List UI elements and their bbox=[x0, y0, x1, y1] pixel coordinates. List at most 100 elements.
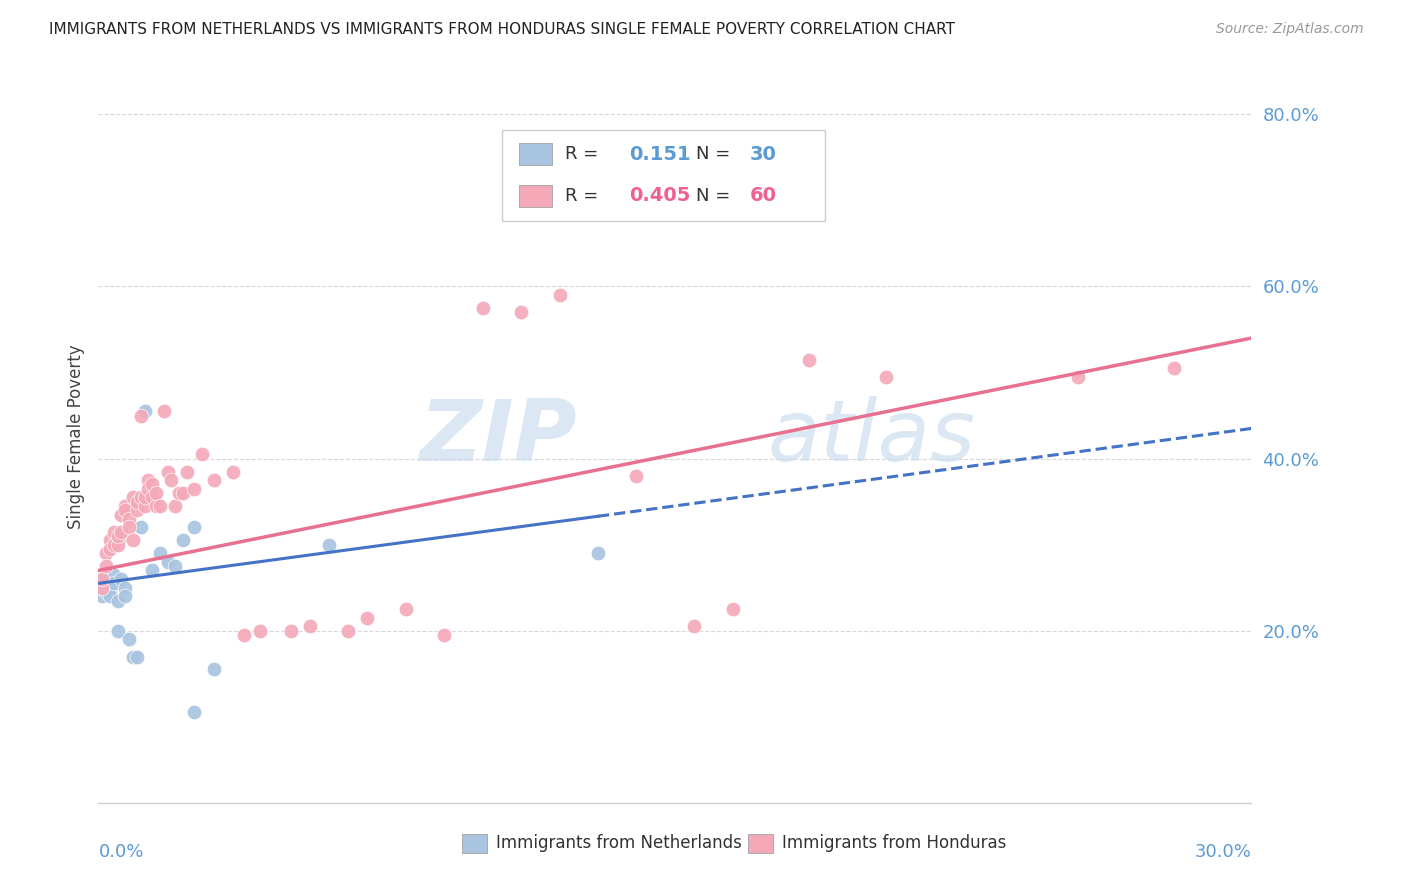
Point bbox=[202, 662, 225, 676]
Point bbox=[156, 465, 179, 479]
Text: Immigrants from Netherlands: Immigrants from Netherlands bbox=[496, 834, 742, 852]
Point bbox=[98, 541, 121, 556]
Text: IMMIGRANTS FROM NETHERLANDS VS IMMIGRANTS FROM HONDURAS SINGLE FEMALE POVERTY CO: IMMIGRANTS FROM NETHERLANDS VS IMMIGRANT… bbox=[49, 22, 955, 37]
Y-axis label: Single Female Poverty: Single Female Poverty bbox=[66, 345, 84, 529]
Point bbox=[548, 288, 571, 302]
Point bbox=[114, 503, 136, 517]
Text: 60: 60 bbox=[749, 186, 778, 205]
Point bbox=[172, 486, 194, 500]
Point bbox=[138, 473, 160, 487]
Point bbox=[129, 409, 152, 423]
Point bbox=[172, 533, 194, 548]
Point bbox=[103, 576, 125, 591]
Point bbox=[799, 352, 821, 367]
Bar bbox=[519, 185, 551, 207]
Point bbox=[1067, 369, 1090, 384]
Point bbox=[122, 649, 145, 664]
Text: N =: N = bbox=[696, 186, 730, 204]
Point bbox=[202, 473, 225, 487]
Point bbox=[298, 619, 321, 633]
Point bbox=[114, 581, 136, 595]
Point bbox=[98, 533, 121, 548]
Point bbox=[222, 465, 245, 479]
Point bbox=[134, 404, 156, 418]
Point bbox=[145, 486, 167, 500]
Point bbox=[249, 624, 271, 638]
Point bbox=[110, 572, 132, 586]
Point bbox=[134, 499, 156, 513]
Point bbox=[94, 559, 117, 574]
Point bbox=[110, 529, 132, 543]
Point bbox=[141, 491, 163, 505]
Text: 30: 30 bbox=[749, 145, 776, 163]
Point bbox=[129, 491, 152, 505]
Point bbox=[103, 567, 125, 582]
Bar bbox=[748, 834, 773, 853]
Point bbox=[165, 499, 187, 513]
Point bbox=[110, 508, 132, 522]
Point bbox=[122, 533, 145, 548]
Point bbox=[141, 564, 163, 578]
Point bbox=[114, 589, 136, 603]
Text: 30.0%: 30.0% bbox=[1195, 843, 1251, 861]
Point bbox=[149, 546, 172, 560]
Point bbox=[107, 529, 129, 543]
Point bbox=[165, 559, 187, 574]
Point bbox=[94, 546, 117, 560]
Point bbox=[91, 581, 114, 595]
Point bbox=[125, 494, 148, 508]
Point bbox=[103, 538, 125, 552]
Point bbox=[125, 649, 148, 664]
FancyBboxPatch shape bbox=[502, 130, 825, 221]
Text: ZIP: ZIP bbox=[419, 395, 576, 479]
Point bbox=[183, 482, 205, 496]
Point bbox=[875, 369, 897, 384]
Point bbox=[156, 555, 179, 569]
Bar bbox=[461, 834, 486, 853]
Point bbox=[110, 524, 132, 539]
Text: N =: N = bbox=[696, 145, 730, 163]
Point bbox=[138, 482, 160, 496]
Point bbox=[176, 465, 198, 479]
Point bbox=[107, 538, 129, 552]
Point bbox=[103, 524, 125, 539]
Point bbox=[1163, 361, 1185, 376]
Point bbox=[107, 624, 129, 638]
Point bbox=[433, 628, 456, 642]
Point bbox=[356, 611, 378, 625]
Point bbox=[586, 546, 609, 560]
Point bbox=[98, 576, 121, 591]
Point bbox=[107, 593, 129, 607]
Point bbox=[183, 706, 205, 720]
Text: R =: R = bbox=[565, 186, 599, 204]
Point bbox=[510, 305, 533, 319]
Point bbox=[129, 520, 152, 534]
Point bbox=[122, 491, 145, 505]
Point bbox=[191, 447, 214, 461]
Point bbox=[118, 632, 141, 647]
Point bbox=[683, 619, 706, 633]
Point bbox=[318, 538, 340, 552]
Point bbox=[626, 468, 648, 483]
Point bbox=[98, 589, 121, 603]
Bar bbox=[519, 143, 551, 165]
Point bbox=[91, 589, 114, 603]
Point bbox=[118, 512, 141, 526]
Point bbox=[152, 404, 174, 418]
Point bbox=[91, 581, 114, 595]
Text: 0.151: 0.151 bbox=[628, 145, 690, 163]
Point bbox=[91, 572, 114, 586]
Point bbox=[233, 628, 256, 642]
Point bbox=[395, 602, 418, 616]
Text: R =: R = bbox=[565, 145, 599, 163]
Point bbox=[337, 624, 360, 638]
Point bbox=[134, 491, 156, 505]
Point bbox=[125, 503, 148, 517]
Point bbox=[145, 499, 167, 513]
Point bbox=[114, 499, 136, 513]
Point bbox=[141, 477, 163, 491]
Point bbox=[721, 602, 744, 616]
Point bbox=[118, 520, 141, 534]
Point bbox=[149, 499, 172, 513]
Text: 0.405: 0.405 bbox=[628, 186, 690, 205]
